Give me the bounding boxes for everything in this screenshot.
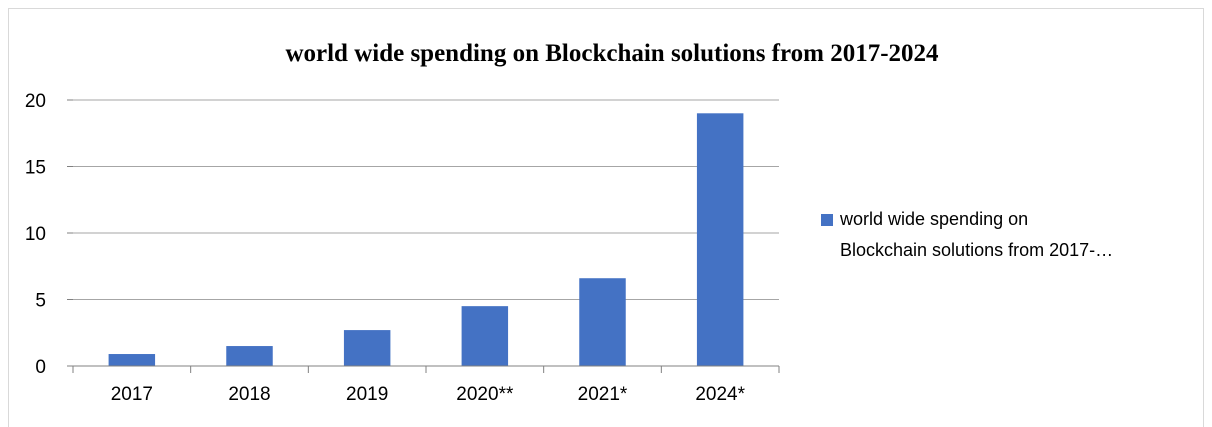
bars	[108, 113, 744, 366]
legend-label-line-2: Blockchain solutions from 2017-…	[840, 240, 1113, 260]
bar-2019	[343, 330, 391, 366]
bar-2017	[108, 354, 156, 366]
y-tick-label-20: 20	[25, 91, 46, 112]
x-tick-label-2017: 2017	[111, 384, 153, 405]
x-tick-label-2020: 2020**	[456, 384, 514, 405]
y-tick-label-10: 10	[25, 224, 46, 245]
bar-2018	[226, 346, 273, 366]
chart-frame	[8, 8, 1204, 427]
x-tick-label-2021: 2021*	[578, 384, 628, 405]
x-tick-label-2018: 2018	[228, 384, 270, 405]
y-axis-tick-labels: 0 5 10 15 20	[25, 91, 46, 378]
bar-2021	[579, 278, 626, 366]
x-axis-tick-labels: 2017 2018 2019 2020** 2021* 2024*	[111, 384, 746, 405]
y-tick-label-15: 15	[25, 158, 46, 179]
gridlines	[67, 99, 779, 367]
chart-title: world wide spending on Blockchain soluti…	[285, 40, 939, 67]
x-tick-label-2024: 2024*	[695, 384, 745, 405]
x-tick-label-2019: 2019	[346, 384, 388, 405]
bar-2024	[696, 113, 744, 366]
y-tick-label-5: 5	[35, 291, 46, 312]
legend-swatch	[821, 214, 833, 226]
legend: world wide spending on Blockchain soluti…	[821, 209, 1113, 260]
legend-label-line-1: world wide spending on	[839, 209, 1028, 229]
bar-2020	[461, 306, 509, 366]
x-axis	[72, 365, 780, 373]
y-tick-label-0: 0	[35, 357, 46, 378]
